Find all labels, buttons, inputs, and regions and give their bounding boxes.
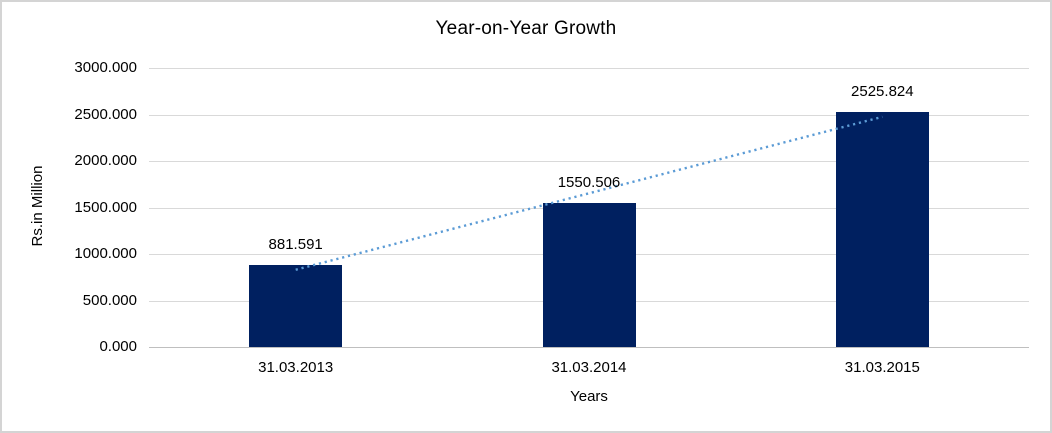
bar bbox=[542, 202, 636, 347]
x-tick-label: 31.03.2014 bbox=[551, 359, 627, 376]
data-label: 2525.824 bbox=[851, 83, 914, 101]
bar bbox=[249, 265, 343, 347]
y-tick-label: 0.000 bbox=[99, 338, 137, 355]
bar bbox=[835, 112, 929, 347]
chart-title: Year-on-Year Growth bbox=[435, 18, 617, 39]
y-tick-label: 1000.000 bbox=[74, 245, 137, 262]
gridline bbox=[149, 114, 1029, 116]
gridline bbox=[149, 68, 1029, 69]
y-tick-label: 500.000 bbox=[82, 291, 137, 309]
x-tick-label: 31.03.2015 bbox=[844, 359, 920, 376]
data-label: 1550.506 bbox=[557, 173, 621, 191]
y-tick-label: 3000.000 bbox=[74, 59, 137, 76]
data-label: 881.591 bbox=[268, 236, 323, 253]
x-tick-label: 31.03.2013 bbox=[258, 359, 334, 376]
y-tick-label: 2500.000 bbox=[74, 105, 137, 123]
x-axis-title: Years bbox=[570, 388, 608, 405]
plot-area: 881.591 1550.506 2525.824 bbox=[149, 68, 1029, 348]
y-tick-label: 1500.000 bbox=[74, 198, 137, 216]
y-tick-label: 2000.000 bbox=[74, 152, 137, 169]
x-axis-line bbox=[149, 347, 1029, 348]
